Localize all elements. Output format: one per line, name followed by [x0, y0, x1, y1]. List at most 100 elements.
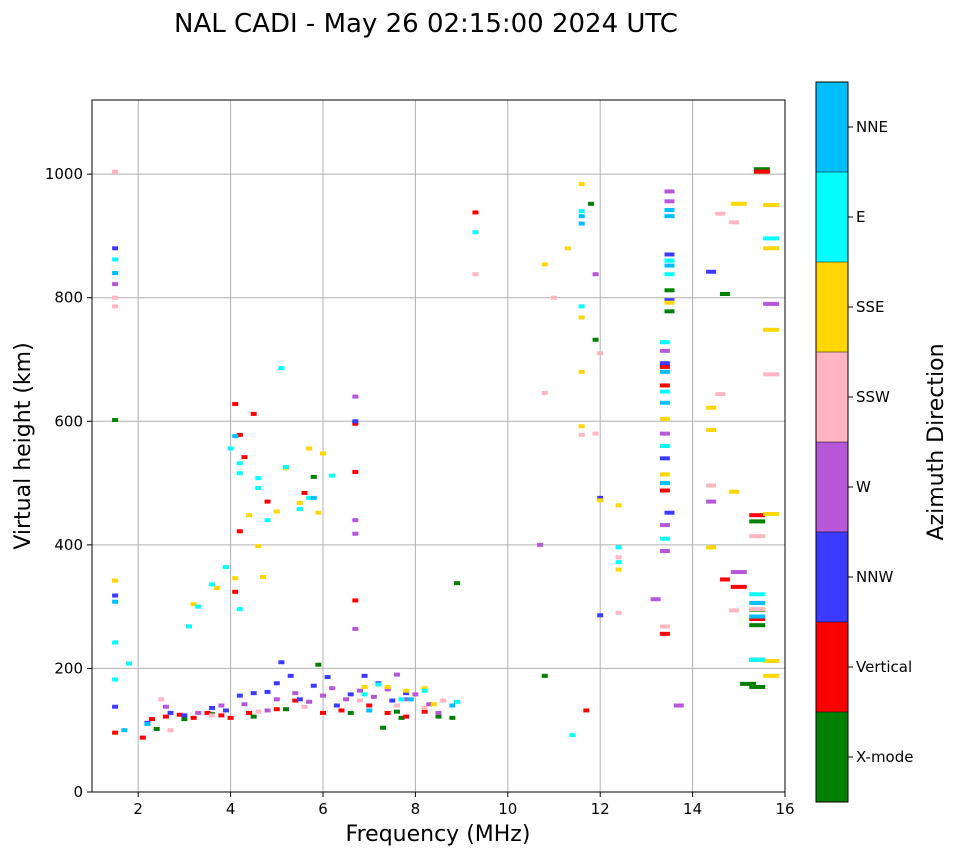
data-point-e: [236, 461, 243, 466]
y-tick-label: 200: [54, 659, 83, 677]
data-point-nne: [659, 400, 670, 405]
data-point-ssw: [706, 483, 717, 488]
data-point-w: [659, 348, 670, 353]
data-point-x-mode: [310, 474, 317, 479]
data-point-vertical: [250, 411, 257, 416]
data-point-x-mode: [587, 201, 594, 206]
data-point-sse: [255, 544, 262, 549]
colorbar-segment: [816, 172, 848, 262]
data-point-w: [329, 686, 336, 691]
data-point-nnw: [310, 683, 317, 688]
data-point-ssw: [301, 704, 308, 709]
data-point-sse: [246, 513, 253, 518]
data-point-nnw: [659, 456, 670, 461]
data-point-sse: [578, 182, 585, 187]
data-point-w: [195, 710, 202, 715]
data-point-x-mode: [749, 684, 766, 689]
data-point-x-mode: [398, 715, 405, 720]
data-point-vertical: [139, 735, 146, 740]
data-point-ssw: [597, 351, 604, 356]
colorbar-segment: [816, 82, 848, 172]
data-point-sse: [729, 489, 740, 494]
data-point-w: [264, 708, 271, 713]
data-point-w: [426, 702, 433, 707]
data-point-e: [615, 545, 622, 550]
data-point-w: [659, 549, 670, 554]
data-point-sse: [361, 684, 368, 689]
data-point-ssw: [659, 624, 670, 629]
data-point-ssw: [112, 304, 119, 309]
data-point-nnw: [296, 697, 303, 702]
axis-ticks: 2 4 6 8 10 12 14 16 0 200 400 600 800 1000: [45, 165, 795, 818]
data-point-x-mode: [181, 717, 188, 722]
data-point-e: [659, 340, 670, 345]
data-point-sse: [578, 424, 585, 429]
data-point-nne: [144, 722, 151, 727]
data-point-vertical: [659, 631, 670, 636]
x-axis-label: Frequency (MHz): [346, 822, 531, 847]
data-point-sse: [664, 300, 675, 305]
data-point-vertical: [384, 710, 391, 715]
data-point-vertical: [352, 598, 359, 603]
colorbar-segment: [816, 532, 848, 622]
data-point-vertical: [227, 715, 234, 720]
data-point-ssw: [158, 697, 165, 702]
data-point-vertical: [190, 715, 197, 720]
data-point-vertical: [338, 708, 345, 713]
data-point-nne: [664, 214, 675, 219]
colorbar-label: SSE: [856, 298, 885, 316]
data-point-nne: [578, 214, 585, 219]
data-point-nne: [407, 697, 414, 702]
data-point-ssw: [167, 728, 174, 733]
colorbar: X-mode Vertical NNW W SSW SSE E NNE: [815, 81, 913, 803]
data-point-nnw: [324, 675, 331, 680]
data-point-e: [125, 661, 132, 666]
data-point-x-mode: [315, 662, 322, 667]
data-point-x-mode: [449, 715, 456, 720]
y-tick-label: 800: [54, 289, 83, 307]
data-point-e: [278, 366, 285, 371]
data-point-w: [659, 523, 670, 528]
data-point-w: [292, 691, 299, 696]
data-point-e: [749, 657, 766, 662]
data-point-e: [186, 624, 193, 629]
data-point-sse: [763, 203, 780, 208]
data-point-w: [537, 542, 544, 547]
data-point-w: [664, 199, 675, 204]
colorbar-segment: [816, 712, 848, 802]
data-point-ssw: [421, 705, 428, 710]
data-point-x-mode: [719, 292, 730, 297]
data-point-sse: [259, 574, 266, 579]
data-point-x-mode: [592, 337, 599, 342]
data-point-nnw: [352, 419, 359, 424]
data-point-nnw: [209, 705, 216, 710]
data-point-ssw: [729, 608, 740, 613]
data-point-sse: [597, 498, 604, 503]
data-point-sse: [190, 602, 197, 607]
data-point-e: [283, 465, 290, 470]
data-point-e: [375, 682, 382, 687]
data-point-sse: [763, 327, 780, 332]
data-point-sse: [763, 511, 780, 516]
data-point-sse: [615, 503, 622, 508]
data-point-nne: [664, 207, 675, 212]
data-point-vertical: [583, 708, 590, 713]
data-point-ssw: [749, 534, 766, 539]
data-point-ssw: [112, 169, 119, 174]
plot-frame: [91, 99, 786, 793]
data-point-vertical: [232, 401, 239, 406]
data-point-sse: [659, 416, 670, 421]
data-point-e: [421, 688, 428, 693]
data-point-ssw: [615, 610, 622, 615]
x-tick-label: 10: [498, 800, 517, 818]
data-point-ssw: [715, 392, 726, 397]
data-point-sse: [578, 315, 585, 320]
y-tick-label: 400: [54, 536, 83, 554]
data-point-e: [453, 699, 460, 704]
data-point-vertical: [149, 717, 156, 722]
data-point-w: [370, 694, 377, 699]
data-point-w: [320, 693, 326, 698]
y-tick-label: 600: [54, 412, 83, 430]
data-point-nne: [366, 708, 373, 713]
data-point-w: [730, 570, 747, 575]
